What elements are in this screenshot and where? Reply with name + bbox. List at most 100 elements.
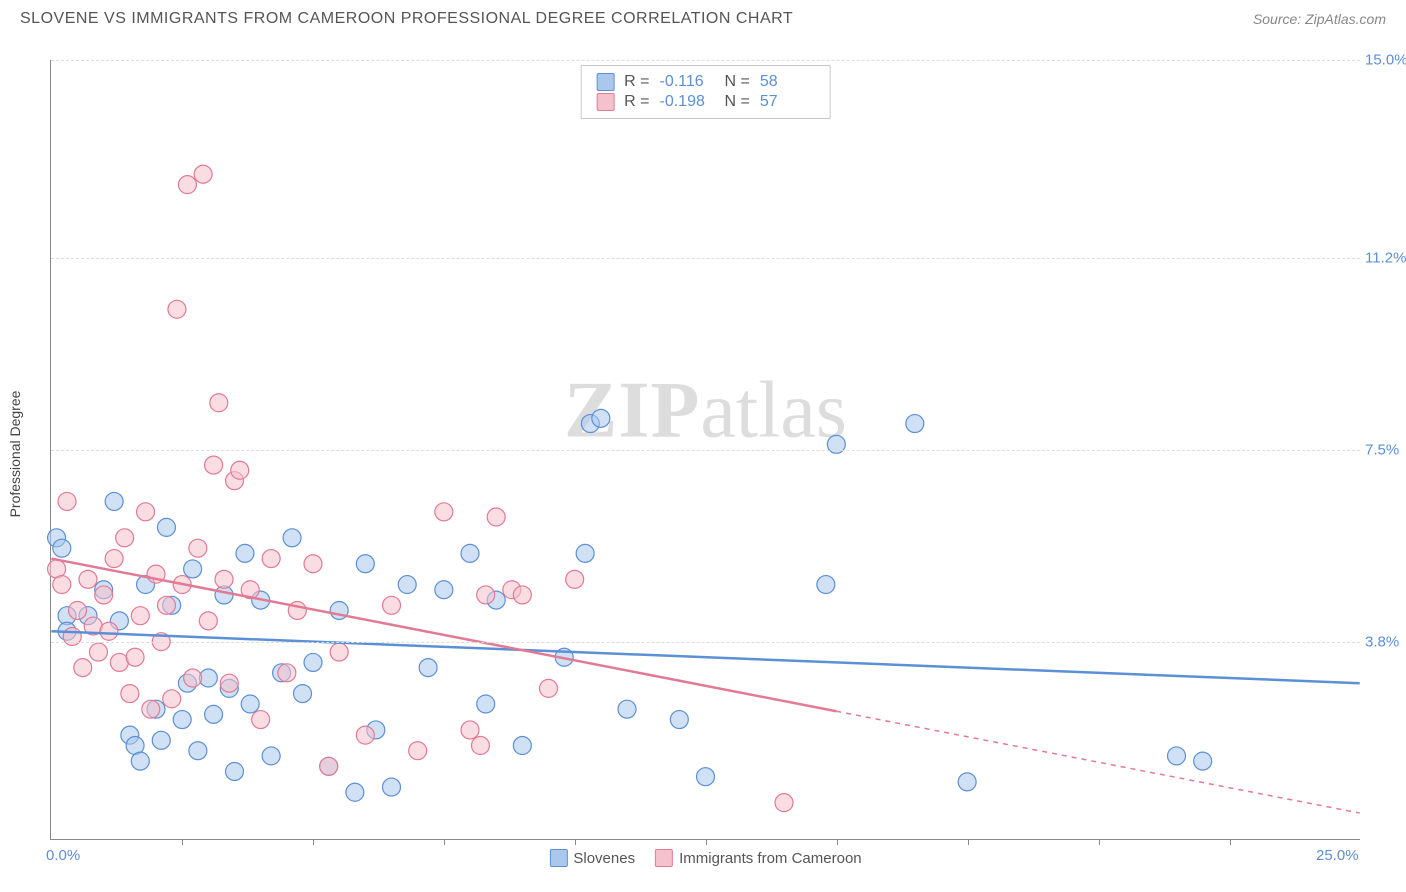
data-point: [817, 576, 835, 594]
stat-n-value: 58: [760, 73, 815, 91]
chart-plot-area: ZIPatlas R = -0.116 N = 58 R = -0.198 N …: [50, 60, 1360, 840]
data-point: [116, 529, 134, 547]
x-tick-mark: [444, 839, 445, 845]
legend-swatch: [549, 849, 567, 867]
data-point: [487, 508, 505, 526]
x-tick-mark: [313, 839, 314, 845]
x-tick-label: 25.0%: [1316, 847, 1359, 864]
regression-line-extrapolated: [836, 711, 1359, 813]
stats-row: R = -0.116 N = 58: [596, 73, 815, 91]
chart-title: SLOVENE VS IMMIGRANTS FROM CAMEROON PROF…: [20, 10, 793, 28]
gridline: [51, 642, 1360, 643]
legend-label: Slovenes: [573, 850, 635, 867]
data-point: [592, 409, 610, 427]
x-tick-mark: [1230, 839, 1231, 845]
data-point: [346, 783, 364, 801]
x-tick-mark: [968, 839, 969, 845]
data-point: [383, 596, 401, 614]
data-point: [383, 778, 401, 796]
data-point: [697, 768, 715, 786]
data-point: [105, 550, 123, 568]
data-point: [461, 721, 479, 739]
data-point: [189, 539, 207, 557]
data-point: [304, 653, 322, 671]
data-point: [775, 794, 793, 812]
source-attribution: Source: ZipAtlas.com: [1253, 11, 1386, 27]
data-point: [131, 752, 149, 770]
data-point: [618, 700, 636, 718]
data-point: [236, 544, 254, 562]
legend-item: Immigrants from Cameroon: [655, 849, 862, 867]
data-point: [513, 737, 531, 755]
data-point: [283, 529, 301, 547]
data-point: [53, 576, 71, 594]
y-tick-label: 3.8%: [1365, 634, 1406, 651]
data-point: [241, 695, 259, 713]
data-point: [142, 700, 160, 718]
legend-item: Slovenes: [549, 849, 635, 867]
data-point: [184, 669, 202, 687]
data-point: [137, 503, 155, 521]
chart-legend: Slovenes Immigrants from Cameroon: [549, 849, 861, 867]
data-point: [194, 165, 212, 183]
data-point: [1194, 752, 1212, 770]
data-point: [53, 539, 71, 557]
y-tick-label: 11.2%: [1365, 249, 1406, 266]
gridline: [51, 450, 1360, 451]
stat-n-label: N =: [725, 73, 750, 91]
data-point: [461, 544, 479, 562]
x-tick-mark: [837, 839, 838, 845]
data-point: [105, 492, 123, 510]
stat-r-value: -0.116: [660, 73, 715, 91]
data-point: [540, 679, 558, 697]
data-point: [178, 176, 196, 194]
data-point: [121, 685, 139, 703]
data-point: [168, 300, 186, 318]
data-point: [189, 742, 207, 760]
data-point: [398, 576, 416, 594]
data-point: [330, 643, 348, 661]
data-point: [226, 762, 244, 780]
legend-label: Immigrants from Cameroon: [679, 850, 862, 867]
data-point: [278, 664, 296, 682]
data-point: [205, 456, 223, 474]
stat-r-label: R =: [624, 73, 649, 91]
data-point: [356, 555, 374, 573]
data-point: [199, 612, 217, 630]
data-point: [471, 737, 489, 755]
data-point: [210, 394, 228, 412]
gridline: [51, 258, 1360, 259]
data-point: [304, 555, 322, 573]
x-tick-mark: [182, 839, 183, 845]
data-point: [163, 690, 181, 708]
series-swatch: [596, 93, 614, 111]
data-point: [79, 570, 97, 588]
data-point: [58, 492, 76, 510]
stat-r-label: R =: [624, 93, 649, 111]
correlation-stats-box: R = -0.116 N = 58 R = -0.198 N = 57: [580, 65, 831, 119]
data-point: [74, 659, 92, 677]
data-point: [958, 773, 976, 791]
data-point: [131, 607, 149, 625]
series-swatch: [596, 73, 614, 91]
data-point: [205, 705, 223, 723]
stat-n-label: N =: [725, 93, 750, 111]
data-point: [157, 518, 175, 536]
data-point: [419, 659, 437, 677]
stat-n-value: 57: [760, 93, 815, 111]
legend-swatch: [655, 849, 673, 867]
data-point: [100, 622, 118, 640]
data-point: [409, 742, 427, 760]
x-tick-mark: [1099, 839, 1100, 845]
data-point: [906, 415, 924, 433]
data-point: [262, 747, 280, 765]
data-point: [157, 596, 175, 614]
data-point: [89, 643, 107, 661]
data-point: [566, 570, 584, 588]
data-point: [173, 711, 191, 729]
data-point: [356, 726, 374, 744]
data-point: [252, 711, 270, 729]
data-point: [69, 602, 87, 620]
data-point: [513, 586, 531, 604]
data-point: [435, 503, 453, 521]
